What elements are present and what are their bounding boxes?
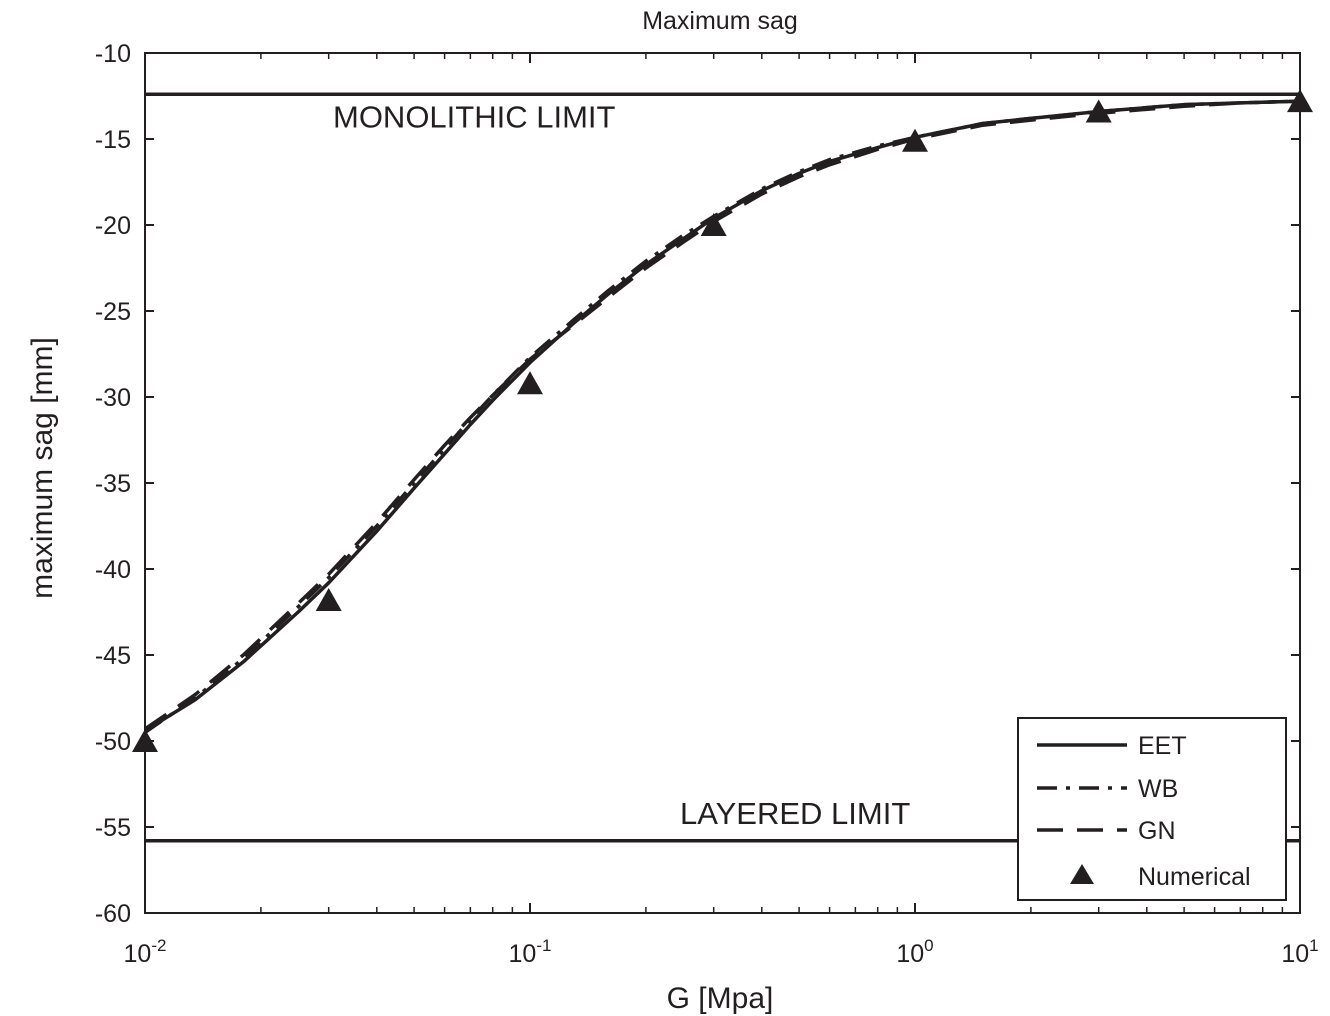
- series-line-gn: [144, 99, 1301, 731]
- x-tick-label: 100: [896, 936, 933, 968]
- x-tick-exponent: -2: [151, 936, 166, 955]
- numerical-marker: [517, 371, 543, 395]
- x-tick-exponent: 0: [924, 936, 933, 955]
- numerical-marker: [902, 128, 928, 152]
- y-tick-label: -20: [95, 212, 131, 240]
- x-tick-base: 10: [124, 940, 152, 968]
- y-tick-label: -35: [95, 470, 131, 498]
- y-tick-label: -10: [95, 40, 131, 68]
- x-tick-base: 10: [509, 940, 537, 968]
- reference-label-layered: LAYERED LIMIT: [680, 796, 910, 831]
- legend-label-numerical: Numerical: [1138, 863, 1251, 891]
- series-lines: [144, 99, 1301, 734]
- legend: EET WB GN Numerical: [1017, 717, 1287, 901]
- numerical-marker: [1287, 89, 1313, 113]
- numerical-marker: [700, 213, 727, 236]
- y-tick-label: -30: [95, 384, 131, 412]
- x-tick-label: 101: [1281, 936, 1318, 968]
- series-line-wb: [144, 99, 1301, 734]
- y-axis-label: maximum sag [mm]: [26, 337, 59, 599]
- y-tick-label: -60: [95, 900, 131, 928]
- numerical-marker: [315, 587, 342, 611]
- x-tick-label: 10-2: [124, 936, 167, 968]
- x-tick-exponent: 1: [1309, 936, 1318, 955]
- legend-box: [1017, 717, 1287, 901]
- reference-label-monolithic: MONOLITHIC LIMIT: [333, 99, 616, 134]
- x-tick-base: 10: [1281, 940, 1309, 968]
- x-tick-base: 10: [896, 940, 924, 968]
- reference-lines: MONOLITHIC LIMIT LAYERED LIMIT: [145, 92, 1300, 843]
- y-tick-label: -45: [95, 642, 131, 670]
- y-tick-label: -40: [95, 556, 131, 584]
- chart-title: Maximum sag: [642, 7, 798, 35]
- numerical-markers: [132, 89, 1313, 752]
- legend-label-eet: EET: [1138, 732, 1187, 760]
- y-tick-label: -50: [95, 728, 131, 756]
- series-line-eet: [144, 99, 1301, 733]
- numerical-marker: [132, 729, 158, 752]
- x-axis-label: G [Mpa]: [667, 982, 774, 1015]
- y-tick-label: -15: [95, 126, 131, 154]
- numerical-marker: [1085, 99, 1112, 123]
- legend-label-gn: GN: [1138, 817, 1176, 845]
- legend-label-wb: WB: [1138, 775, 1178, 803]
- x-tick-label: 10-1: [509, 936, 552, 968]
- x-tick-exponent: -1: [536, 936, 551, 955]
- y-tick-label: -55: [95, 814, 131, 842]
- y-tick-label: -25: [95, 298, 131, 326]
- legend-swatch-numerical: [1070, 864, 1094, 884]
